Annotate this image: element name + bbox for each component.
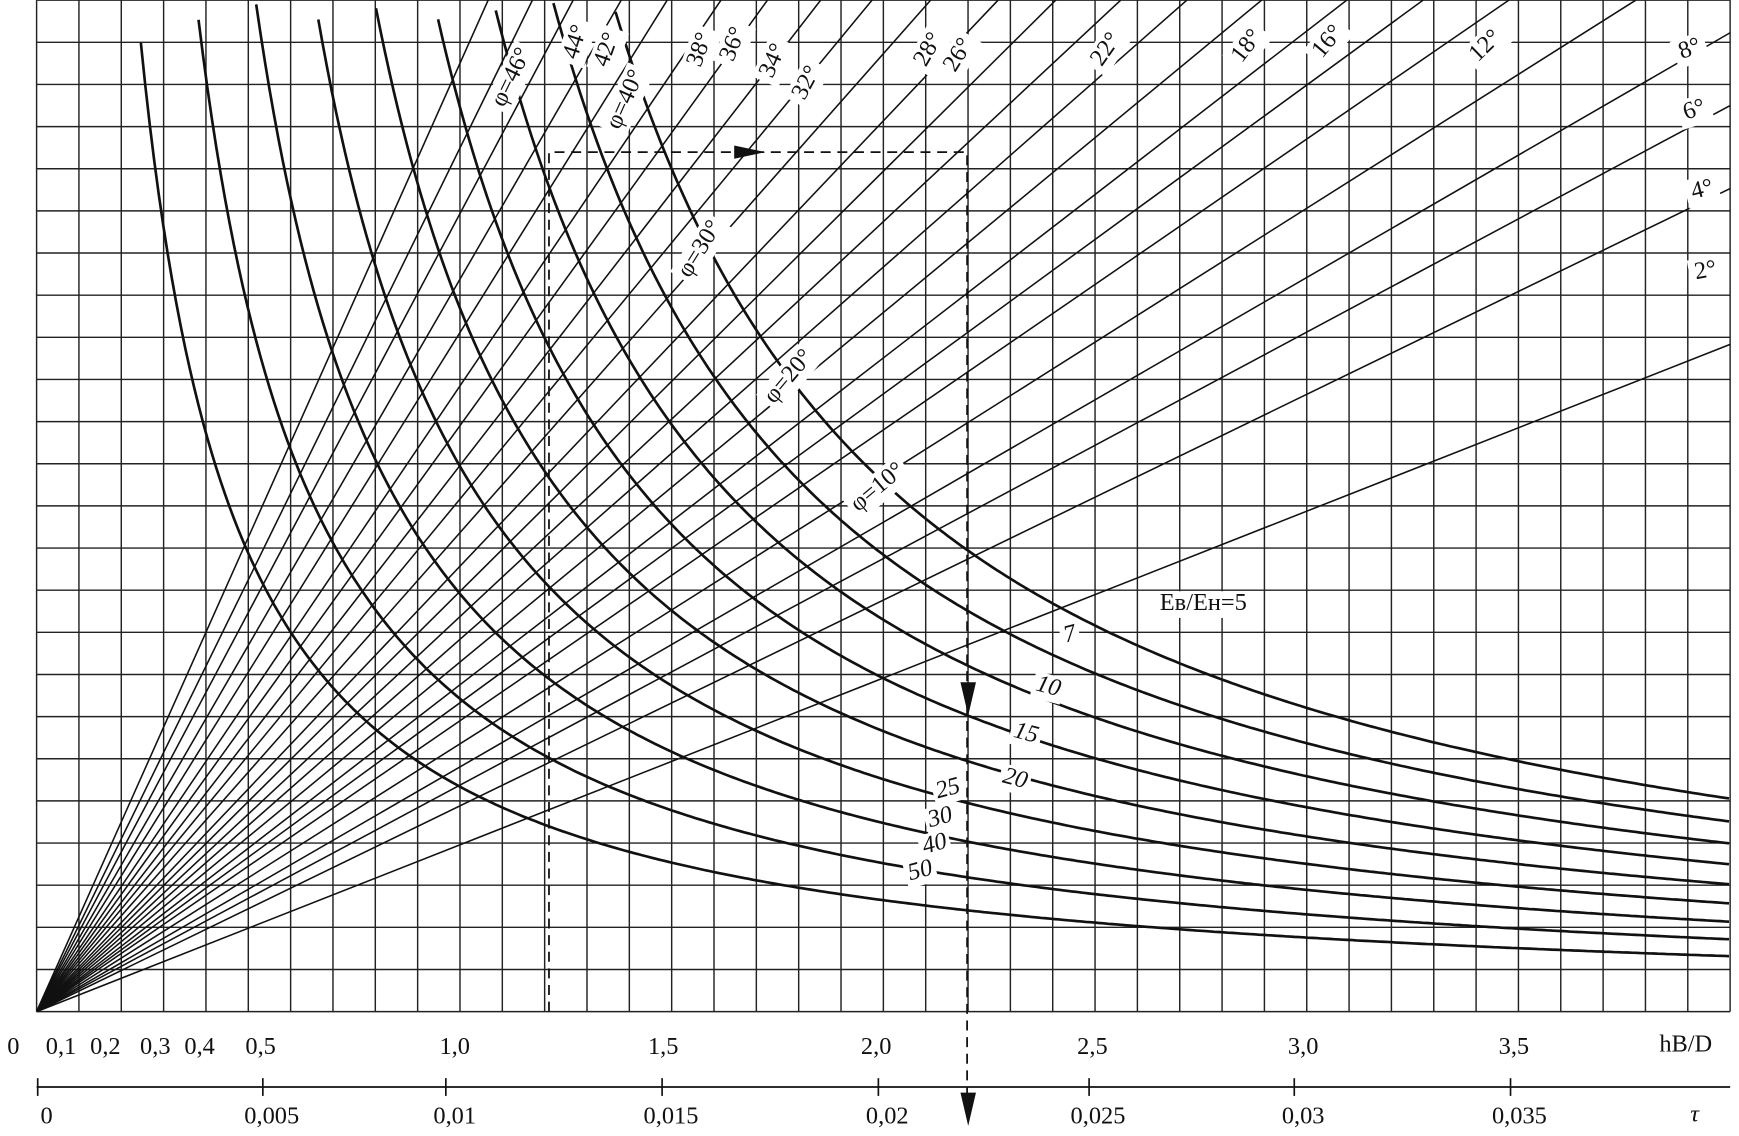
label-bg [922, 801, 959, 836]
top-axis-label: 0,4 [184, 1033, 214, 1060]
top-axis-label: 0,2 [90, 1033, 120, 1060]
bottom-axis-title: τ [1690, 1100, 1700, 1127]
bottom-axis-label: 0,005 [244, 1103, 299, 1130]
bottom-axis-label: 0,02 [866, 1103, 909, 1130]
phi-ray [36, 0, 999, 1013]
label-bg [783, 56, 831, 111]
label-bg [670, 212, 732, 287]
label-bg [1222, 19, 1274, 74]
label-bg [756, 341, 824, 414]
label-bg [679, 23, 723, 77]
label-bg [905, 23, 954, 77]
arrow [960, 1092, 976, 1126]
label-bg [1057, 620, 1083, 651]
phi-ray [36, 0, 1122, 1013]
bottom-axis-label: 0,03 [1282, 1103, 1325, 1130]
example-path [548, 145, 976, 1126]
label-bg [1157, 591, 1250, 618]
phi-ray [36, 0, 1510, 1013]
label-bg [586, 23, 630, 77]
phi-ray [36, 0, 1057, 1013]
ratio-curve [316, 19, 1730, 905]
ratio-curve [197, 19, 1730, 941]
label-bg [842, 454, 915, 522]
label-bg [929, 772, 967, 807]
phi-ray [36, 0, 1188, 1013]
top-axis-label: 1,0 [439, 1033, 469, 1060]
phi-ray [35, 0, 534, 1012]
label-bg [1682, 172, 1723, 209]
top-axis-label: 2,5 [1077, 1033, 1107, 1060]
label-bg [1459, 20, 1513, 73]
bottom-axis-label: 0,025 [1071, 1103, 1126, 1130]
bottom-axis-label: 0,015 [644, 1103, 699, 1130]
label-bg [902, 855, 939, 889]
phi-ray [36, 0, 1637, 1013]
ratio-curve [436, 19, 1730, 866]
label-bg [1302, 15, 1355, 69]
bottom-axis-label: 0 [40, 1103, 52, 1130]
arrow [960, 682, 976, 716]
label-bg [1686, 254, 1725, 289]
ratio-curve [374, 7, 1730, 886]
top-axis-label: 0,1 [46, 1033, 76, 1060]
top-axis-label: 2,0 [861, 1033, 891, 1060]
ratio-curve [614, 11, 1730, 800]
ratio-curve [139, 42, 1730, 958]
ratio-curves [139, 2, 1730, 958]
bottom-axis-label: 0,01 [433, 1103, 476, 1130]
phi-label: 2° [1692, 255, 1718, 285]
phi-ray [35, 0, 668, 1013]
top-axis-label: 0 [7, 1033, 19, 1060]
label-bg [935, 28, 984, 83]
ratio-curve [254, 4, 1730, 924]
label-bg [1081, 23, 1132, 77]
arrow [734, 145, 766, 159]
phi-ray [35, 0, 622, 1013]
label-bg [1029, 670, 1067, 705]
phi-ray [35, 0, 822, 1013]
label-bg [1669, 30, 1711, 70]
phi-ray [36, 0, 1348, 1013]
phi-ray [36, 0, 1263, 1013]
label-bg [555, 16, 598, 69]
label-bg [916, 828, 954, 863]
label-bg [484, 40, 541, 116]
phi-ray [35, 0, 769, 1013]
label-bg [712, 18, 757, 72]
phi-ray [36, 0, 1424, 1013]
label-bg [996, 762, 1034, 797]
top-axis-label: 0,5 [245, 1033, 275, 1060]
top-axis-label: 3,5 [1499, 1033, 1529, 1060]
top-axis-label: 0,3 [140, 1033, 170, 1060]
phi-rays [35, 0, 1731, 1013]
ratio-curve [494, 10, 1730, 845]
top-axis-label: 3,0 [1288, 1033, 1318, 1060]
label-bg [599, 62, 654, 138]
label-bg [751, 34, 797, 88]
ratio-label: Eв/Eн=5 [1160, 589, 1247, 616]
top-axis-title: hB/D [1659, 1031, 1712, 1058]
ratio-curve [552, 2, 1730, 823]
phi-ray [36, 32, 1731, 1013]
phi-ray [36, 104, 1731, 1013]
phi-ray [36, 0, 873, 1013]
phi-ray [35, 0, 574, 1012]
grid [35, 0, 1731, 1013]
phi-ray [36, 187, 1731, 1013]
label-bg [1007, 717, 1045, 752]
label-bg [1674, 92, 1715, 130]
top-axis-label: 1,5 [648, 1033, 678, 1060]
bottom-axis-label: 0,035 [1492, 1103, 1547, 1130]
